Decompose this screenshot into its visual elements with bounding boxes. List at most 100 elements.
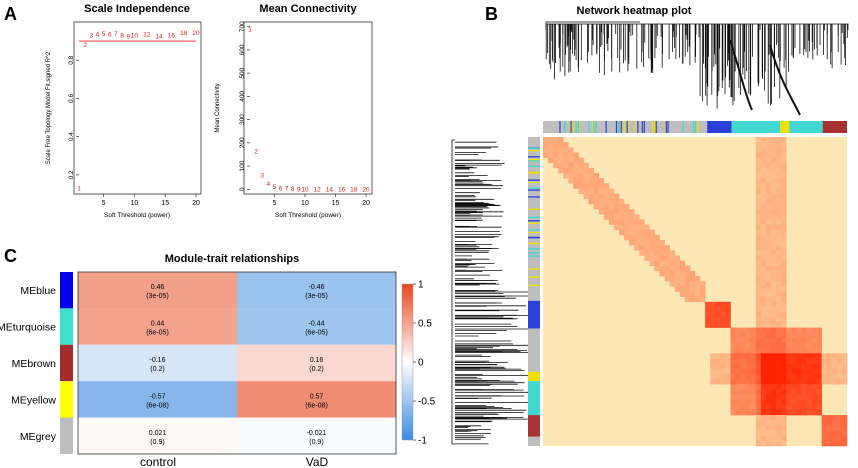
row-label: MEyellow xyxy=(11,394,56,406)
module-bar-stripe xyxy=(619,121,622,133)
heatmap-cell xyxy=(781,286,787,292)
heatmap-cell xyxy=(771,167,777,174)
module-trait-title: Module-trait relationships xyxy=(165,253,299,265)
module-bar-stripe xyxy=(637,121,639,133)
heatmap-cell xyxy=(613,224,620,230)
module-bar-stripe xyxy=(528,216,540,219)
heatmap-cell xyxy=(679,270,686,277)
heatmap-cell xyxy=(771,281,777,287)
heatmap-cell xyxy=(776,348,782,354)
heatmap-cell xyxy=(735,337,741,344)
heatmap-cell xyxy=(674,276,681,282)
heatmap-cell xyxy=(786,348,792,354)
heatmap-cell xyxy=(760,312,767,318)
heatmap-cell xyxy=(730,368,736,375)
heatmap-cell xyxy=(573,152,579,158)
heatmap-cell xyxy=(755,379,762,385)
point-label: 12 xyxy=(143,32,151,39)
network-heatmap-title: Network heatmap plot xyxy=(577,5,692,17)
cell-pvalue: (0.2) xyxy=(309,366,323,373)
heatmap-cell xyxy=(776,137,782,143)
heatmap-cell xyxy=(781,363,787,370)
heatmap-cell xyxy=(786,337,792,344)
heatmap-cell xyxy=(608,219,615,225)
heatmap-cell xyxy=(836,440,843,447)
heatmap-cell xyxy=(781,404,787,411)
heatmap-cell xyxy=(771,425,777,431)
heatmap-cell xyxy=(781,389,787,395)
heatmap-cell xyxy=(755,291,762,297)
heatmap-cell xyxy=(684,265,691,272)
heatmap-cell xyxy=(771,399,777,406)
cell-pvalue: (0.9) xyxy=(309,439,323,446)
x-tick-label: 20 xyxy=(192,200,200,207)
heatmap-cell xyxy=(715,379,721,385)
heatmap-cell xyxy=(659,270,665,277)
heatmap-cell xyxy=(750,379,757,385)
heatmap-cell xyxy=(608,188,615,194)
heatmap-cell xyxy=(755,394,762,400)
y-tick-label: 600 xyxy=(239,44,246,55)
heatmap-cell xyxy=(811,409,817,416)
heatmap-cell xyxy=(715,306,721,313)
heatmap-cell xyxy=(771,373,777,380)
heatmap-cell xyxy=(771,363,777,370)
heatmap-cell xyxy=(593,198,600,205)
heatmap-cell xyxy=(771,147,777,153)
heatmap-cell xyxy=(760,265,767,272)
module-bar-stripe xyxy=(528,165,540,167)
heatmap-cell xyxy=(776,183,782,189)
heatmap-cell xyxy=(760,193,767,200)
heatmap-cell xyxy=(765,260,772,267)
point-label: 4 xyxy=(96,32,100,39)
heatmap-cell xyxy=(771,435,777,442)
top-module-color-bar xyxy=(543,121,847,133)
heatmap-cell xyxy=(776,420,782,426)
heatmap-cell xyxy=(750,394,757,400)
module-bar-stripe xyxy=(635,121,637,133)
heatmap-cell xyxy=(755,312,762,318)
heatmap-cell xyxy=(674,255,681,261)
heatmap-cell xyxy=(816,399,822,406)
heatmap-cell xyxy=(553,142,559,148)
heatmap-cell xyxy=(750,409,757,416)
heatmap-cell xyxy=(760,152,767,158)
point-label: 5 xyxy=(273,184,277,191)
heatmap-cell xyxy=(583,188,589,194)
heatmap-cell xyxy=(765,435,772,442)
heatmap-cell xyxy=(765,404,772,411)
heatmap-cell xyxy=(821,363,828,370)
heatmap-cell xyxy=(765,203,772,210)
heatmap-cell xyxy=(735,409,741,416)
heatmap-cell xyxy=(796,394,802,400)
heatmap-cell xyxy=(765,363,772,370)
heatmap-cell xyxy=(786,343,792,349)
heatmap-cell xyxy=(765,152,772,158)
heatmap-cell xyxy=(836,353,843,359)
heatmap-cell xyxy=(811,368,817,375)
heatmap-cell xyxy=(583,193,589,200)
heatmap-cell xyxy=(776,250,782,256)
point-label: 7 xyxy=(114,31,118,38)
heatmap-cell xyxy=(755,167,762,174)
heatmap-cell xyxy=(588,193,594,200)
heatmap-cell xyxy=(781,255,787,261)
module-bar-stripe xyxy=(528,220,540,222)
heatmap-cell xyxy=(796,353,802,359)
heatmap-cell xyxy=(776,415,782,421)
heatmap-cell xyxy=(720,301,726,308)
heatmap-cell xyxy=(684,286,691,292)
left-module-color-bar xyxy=(528,137,540,446)
heatmap-cell xyxy=(791,394,797,400)
y-tick-label: 0 xyxy=(239,187,246,191)
heatmap-cell xyxy=(781,415,787,421)
heatmap-cell xyxy=(776,198,782,205)
heatmap-cell xyxy=(619,219,625,225)
heatmap-cell xyxy=(78,344,237,382)
heatmap-cell xyxy=(755,420,762,426)
heatmap-cell xyxy=(816,409,822,416)
heatmap-cell xyxy=(553,147,559,153)
y-tick-label: 700 xyxy=(239,21,246,32)
module-bar-stripe xyxy=(528,196,540,198)
heatmap-cell xyxy=(740,343,746,349)
